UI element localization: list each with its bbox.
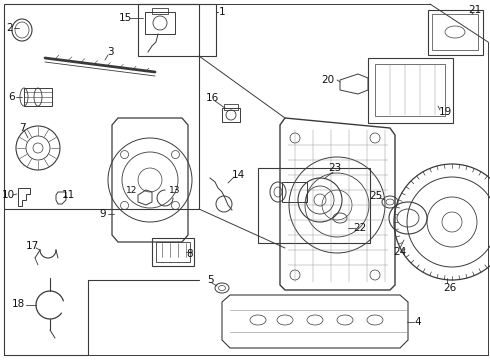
Text: 18: 18 [11, 299, 24, 309]
Text: 2: 2 [7, 23, 13, 33]
Bar [24, 88, 52, 106]
Bar [282, 182, 307, 202]
Bar [145, 12, 175, 34]
Text: 5: 5 [207, 275, 213, 285]
Bar [258, 168, 370, 243]
Text: 21: 21 [468, 5, 482, 15]
Bar [375, 64, 445, 116]
Bar [152, 238, 194, 266]
Text: 13: 13 [169, 185, 181, 194]
Text: 6: 6 [9, 92, 15, 102]
Bar [432, 14, 478, 50]
Text: 1: 1 [219, 7, 225, 17]
Text: 10: 10 [1, 190, 15, 200]
Bar [156, 242, 190, 262]
Text: 20: 20 [321, 75, 335, 85]
Text: 7: 7 [19, 123, 25, 133]
Text: 23: 23 [328, 163, 342, 173]
Text: 3: 3 [107, 47, 113, 57]
Text: 9: 9 [99, 209, 106, 219]
Text: 15: 15 [119, 13, 132, 23]
Text: 24: 24 [393, 247, 407, 257]
Bar [138, 4, 216, 56]
Bar [152, 8, 168, 14]
Text: 8: 8 [187, 249, 194, 259]
Text: 22: 22 [353, 223, 367, 233]
Bar [368, 58, 453, 123]
Text: 17: 17 [25, 241, 39, 251]
Bar [222, 108, 240, 122]
Text: 12: 12 [126, 185, 138, 194]
Bar [224, 104, 238, 110]
Text: 11: 11 [61, 190, 74, 200]
Text: 25: 25 [369, 191, 383, 201]
Text: 26: 26 [443, 283, 457, 293]
Text: 19: 19 [439, 107, 452, 117]
Bar [428, 10, 483, 55]
Bar [4, 4, 199, 209]
Text: 16: 16 [205, 93, 219, 103]
Text: 14: 14 [231, 170, 245, 180]
Text: 4: 4 [415, 317, 421, 327]
